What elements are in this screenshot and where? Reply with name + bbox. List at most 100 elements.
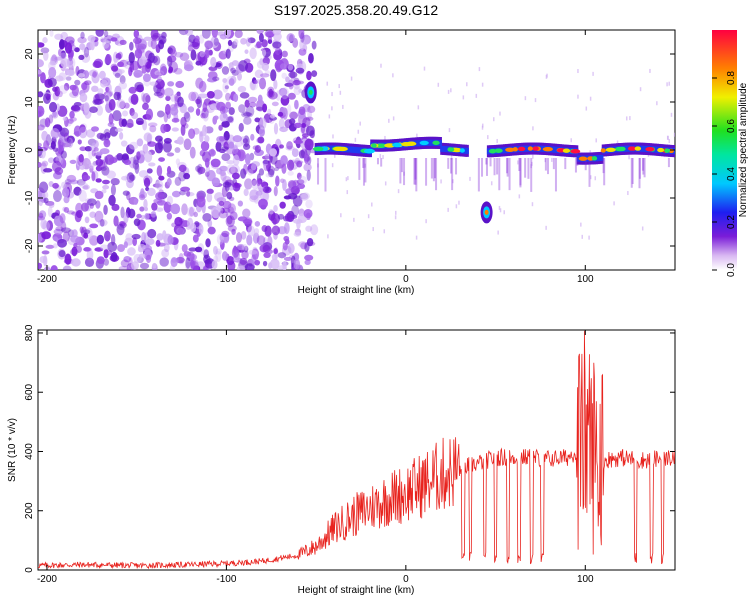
smear-mark <box>489 158 492 167</box>
noise-blob <box>129 141 139 150</box>
noise-blob <box>215 141 222 152</box>
noise-blob <box>280 87 290 100</box>
scatter-mark <box>551 157 553 162</box>
scatter-mark <box>342 104 344 109</box>
noise-blob <box>234 30 243 39</box>
noise-blob <box>124 174 130 183</box>
smear-mark <box>667 158 670 168</box>
signal-core <box>442 145 446 152</box>
noise-blob <box>140 92 146 102</box>
noise-blob <box>238 104 246 113</box>
noise-blob <box>83 46 90 58</box>
noise-blob <box>207 226 216 235</box>
noise-blob <box>174 216 183 227</box>
noise-blob <box>304 259 311 265</box>
noise-blob <box>180 104 188 113</box>
noise-blob <box>301 133 309 138</box>
noise-blob <box>143 199 148 210</box>
scatter-mark <box>490 181 493 186</box>
noise-blob <box>117 244 125 253</box>
smear-mark <box>603 158 606 186</box>
noise-blob <box>178 164 187 173</box>
noise-blob <box>77 73 86 78</box>
noise-blob <box>187 206 196 218</box>
noise-blob <box>187 106 195 113</box>
noise-blob <box>186 190 191 197</box>
noise-blob <box>257 136 265 144</box>
scatter-mark <box>534 98 537 103</box>
noise-blob <box>225 48 231 59</box>
noise-blob <box>190 223 197 233</box>
scatter-mark <box>450 88 452 93</box>
noise-blob <box>131 111 139 120</box>
chart-title: S197.2025.358.20.49.G12 <box>274 2 438 18</box>
noise-blob <box>71 246 78 257</box>
noise-blob <box>218 200 225 207</box>
noise-blob <box>156 165 163 177</box>
noise-blob <box>306 116 314 121</box>
noise-blob <box>236 243 245 251</box>
noise-blob <box>96 132 105 140</box>
noise-blob <box>123 159 132 165</box>
noise-blob <box>102 38 110 49</box>
noise-blob <box>287 63 294 71</box>
noise-blob <box>38 262 43 269</box>
noise-blob <box>273 205 278 212</box>
noise-blob <box>121 175 128 181</box>
noise-blob <box>255 106 264 111</box>
noise-blob <box>101 189 107 194</box>
noise-blob <box>66 174 77 183</box>
scatter-mark <box>394 215 397 220</box>
signal-core <box>415 140 419 147</box>
noise-blob <box>106 170 117 179</box>
scatter-mark <box>628 155 630 160</box>
noise-blob <box>211 260 218 270</box>
noise-blob <box>92 60 102 69</box>
noise-blob <box>287 104 292 116</box>
noise-blob <box>190 49 197 61</box>
x-tick-label: -100 <box>216 574 236 585</box>
noise-blob <box>307 109 312 120</box>
noise-blob <box>251 248 260 260</box>
smear-mark <box>638 158 641 189</box>
noise-blob <box>45 265 51 270</box>
noise-blob <box>283 195 292 200</box>
noise-blob <box>249 47 257 60</box>
noise-blob <box>283 235 290 242</box>
noise-blob <box>86 159 91 165</box>
noise-blob <box>165 103 171 115</box>
noise-blob <box>123 212 129 224</box>
noise-blob <box>71 258 81 267</box>
signal-highlight <box>634 146 642 151</box>
noise-blob <box>280 155 288 166</box>
noise-blob <box>75 245 82 253</box>
signal-core <box>639 145 643 152</box>
noise-blob <box>59 39 65 50</box>
noise-blob <box>304 242 310 252</box>
scatter-mark <box>592 71 594 76</box>
noise-blob <box>310 224 319 236</box>
noise-blob <box>247 96 258 103</box>
noise-blob <box>77 36 87 44</box>
noise-blob <box>54 86 61 97</box>
noise-blob <box>221 230 230 238</box>
noise-blob <box>257 94 263 103</box>
scatter-mark <box>466 82 468 87</box>
noise-blob <box>294 80 305 85</box>
noise-blob <box>166 178 172 186</box>
signal-core <box>598 154 602 161</box>
colorbar-tick-label: 0.2 <box>726 215 737 229</box>
noise-blob <box>231 246 240 258</box>
noise-blob <box>48 114 54 124</box>
scatter-mark <box>334 153 336 158</box>
smear-mark <box>518 158 521 172</box>
colorbar-gradient <box>712 30 737 270</box>
noise-blob <box>197 166 206 175</box>
noise-blob <box>247 37 256 44</box>
noise-blob <box>208 128 213 133</box>
scatter-mark <box>487 135 489 140</box>
noise-blob <box>210 56 217 68</box>
noise-blob <box>176 227 185 235</box>
signal-core <box>653 146 658 153</box>
scatter-mark <box>448 128 451 133</box>
